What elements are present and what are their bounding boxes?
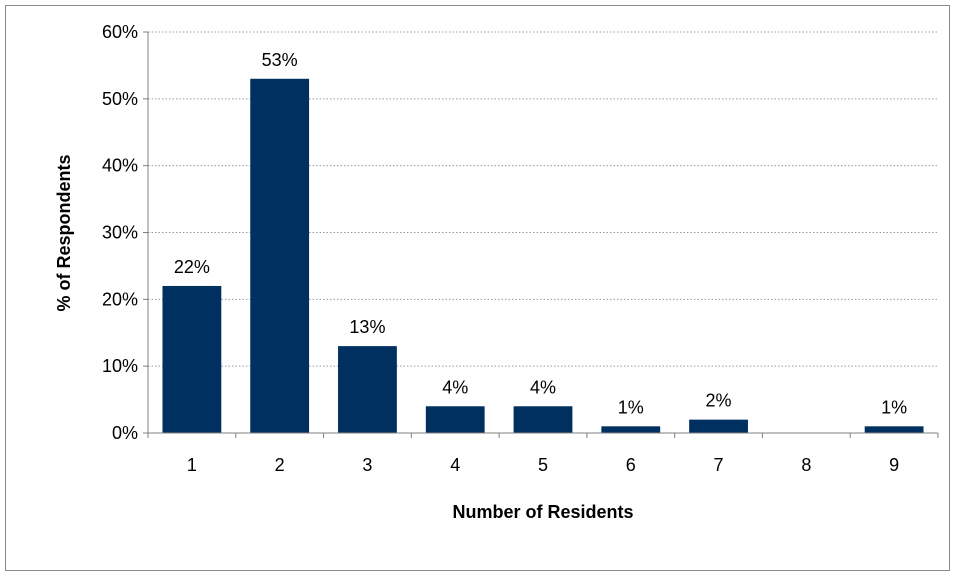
bar-3: [338, 346, 397, 433]
x-axis-title: Number of Residents: [452, 502, 633, 522]
data-label: 22%: [174, 257, 210, 277]
x-tick-label: 6: [626, 455, 636, 475]
y-tick-label: 30%: [102, 223, 138, 243]
data-label: 4%: [442, 377, 468, 397]
data-label: 1%: [618, 397, 644, 417]
data-label: 53%: [262, 50, 298, 70]
x-axis-ticks: 1 2 3 4 5 6 7 8 9: [147, 433, 939, 475]
bar-1: [162, 285, 222, 433]
x-tick-label: 3: [362, 455, 372, 475]
x-tick-label: 4: [450, 455, 460, 475]
x-tick-label: 8: [801, 455, 811, 475]
x-tick-label: 5: [538, 455, 548, 475]
y-axis-ticks: 0% 10% 20% 30% 40% 50% 60%: [102, 22, 148, 443]
data-label: 13%: [349, 317, 385, 337]
data-labels: 22% 53% 13% 4% 4% 1% 2% 1%: [174, 50, 907, 418]
gridlines: [148, 31, 938, 367]
bar-9: [864, 426, 924, 433]
bar-7: [689, 419, 748, 433]
bars: [162, 78, 924, 434]
y-tick-label: 60%: [102, 22, 138, 42]
bar-6: [601, 426, 661, 433]
bar-5: [513, 406, 573, 433]
y-axis-title: % of Respondents: [54, 154, 74, 311]
x-tick-label: 7: [714, 455, 724, 475]
data-label: 2%: [706, 391, 732, 411]
bar-4: [425, 406, 485, 433]
bar-2: [250, 78, 310, 434]
x-tick-label: 9: [889, 455, 899, 475]
y-tick-label: 50%: [102, 89, 138, 109]
y-tick-label: 0%: [112, 423, 138, 443]
y-tick-label: 10%: [102, 356, 138, 376]
x-tick-label: 2: [275, 455, 285, 475]
data-label: 4%: [530, 377, 556, 397]
data-label: 1%: [881, 397, 907, 417]
y-tick-label: 40%: [102, 156, 138, 176]
y-tick-label: 20%: [102, 289, 138, 309]
x-tick-label: 1: [187, 455, 197, 475]
